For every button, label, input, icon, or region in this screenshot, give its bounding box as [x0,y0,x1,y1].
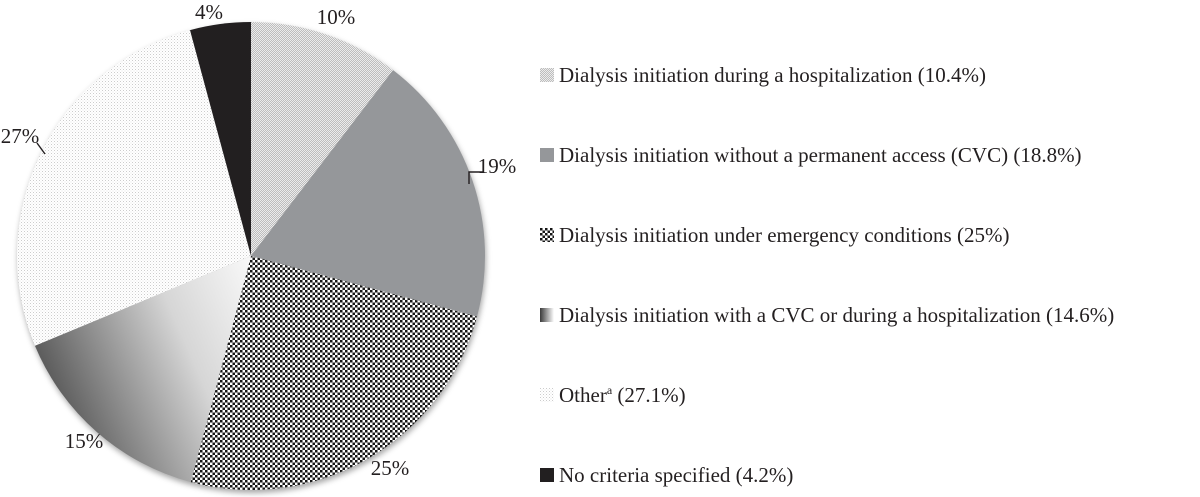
pie-slice-label: 25% [371,456,410,480]
label-leader-line [36,142,46,155]
legend-label: Dialysis initiation without a permanent … [559,143,1082,167]
pie-slices [17,22,485,491]
pie-slice [34,256,251,483]
pie-slice [251,70,485,317]
pie-slice-label: 4% [195,0,223,24]
legend-item-hospitalization: Dialysis initiation during a hospitaliza… [540,60,1200,90]
pie-slice-label: 19% [478,154,517,178]
pie-leader-lines [36,142,483,184]
pie-labels: 10% 19% 25% 15% 27% 4% [1,0,517,480]
label-leader-line [468,171,483,184]
legend-swatch-icon [540,468,554,482]
legend-swatch-icon [540,308,554,322]
legend-swatch-icon [540,68,554,82]
pie-slice-label: 10% [317,5,356,29]
legend-item-no-permanent-access: Dialysis initiation without a permanent … [540,140,1200,170]
pie-slice [190,22,251,256]
legend-label: Dialysis initiation with a CVC or during… [559,303,1115,327]
legend-label: Dialysis initiation under emergency cond… [559,223,1010,247]
legend-item-cvc-or-hospitalization: Dialysis initiation with a CVC or during… [540,300,1200,330]
legend-swatch-icon [540,148,554,162]
legend-swatch-icon [540,388,554,402]
legend-item-emergency-conditions: Dialysis initiation under emergency cond… [540,220,1200,250]
pie-chart: 10% 19% 25% 15% 27% 4% [1,0,517,491]
legend-label: Dialysis initiation during a hospitaliza… [559,63,986,87]
legend-item-other: Othera (27.1%) [540,380,1200,410]
pie-slice [17,30,251,346]
legend-swatch-icon [540,228,554,242]
legend-item-no-criteria: No criteria specified (4.2%) [540,460,1200,490]
legend: Dialysis initiation during a hospitaliza… [540,0,1200,490]
legend-label: Othera (27.1%) [559,383,686,407]
legend-label: No criteria specified (4.2%) [559,463,794,487]
pie-slice [251,22,394,256]
pie-slice-label: 15% [65,429,104,453]
pie-slice [190,256,478,491]
pie-slice-label: 27% [1,124,40,148]
